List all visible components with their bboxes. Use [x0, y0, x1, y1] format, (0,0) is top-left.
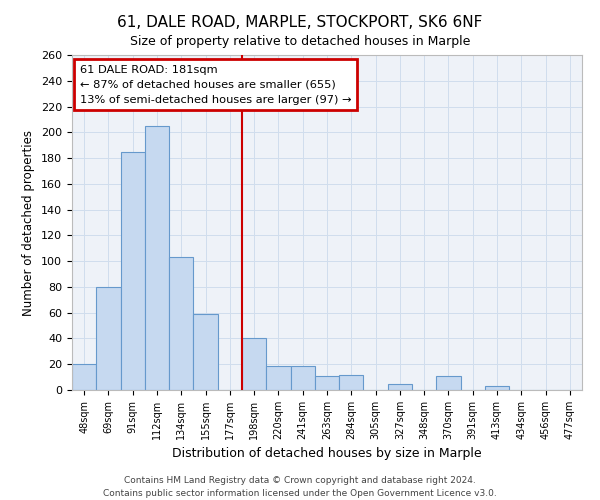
- Bar: [485, 386, 509, 390]
- Bar: [339, 374, 364, 390]
- Bar: [266, 366, 290, 390]
- Text: 61, DALE ROAD, MARPLE, STOCKPORT, SK6 6NF: 61, DALE ROAD, MARPLE, STOCKPORT, SK6 6N…: [118, 15, 482, 30]
- Text: Contains HM Land Registry data © Crown copyright and database right 2024.
Contai: Contains HM Land Registry data © Crown c…: [103, 476, 497, 498]
- Bar: [96, 287, 121, 390]
- Bar: [72, 364, 96, 390]
- X-axis label: Distribution of detached houses by size in Marple: Distribution of detached houses by size …: [172, 448, 482, 460]
- Bar: [436, 376, 461, 390]
- Bar: [193, 314, 218, 390]
- Bar: [290, 366, 315, 390]
- Bar: [242, 338, 266, 390]
- Bar: [121, 152, 145, 390]
- Bar: [315, 376, 339, 390]
- Bar: [145, 126, 169, 390]
- Text: 61 DALE ROAD: 181sqm
← 87% of detached houses are smaller (655)
13% of semi-deta: 61 DALE ROAD: 181sqm ← 87% of detached h…: [80, 65, 351, 104]
- Bar: [388, 384, 412, 390]
- Bar: [169, 258, 193, 390]
- Text: Size of property relative to detached houses in Marple: Size of property relative to detached ho…: [130, 35, 470, 48]
- Y-axis label: Number of detached properties: Number of detached properties: [22, 130, 35, 316]
